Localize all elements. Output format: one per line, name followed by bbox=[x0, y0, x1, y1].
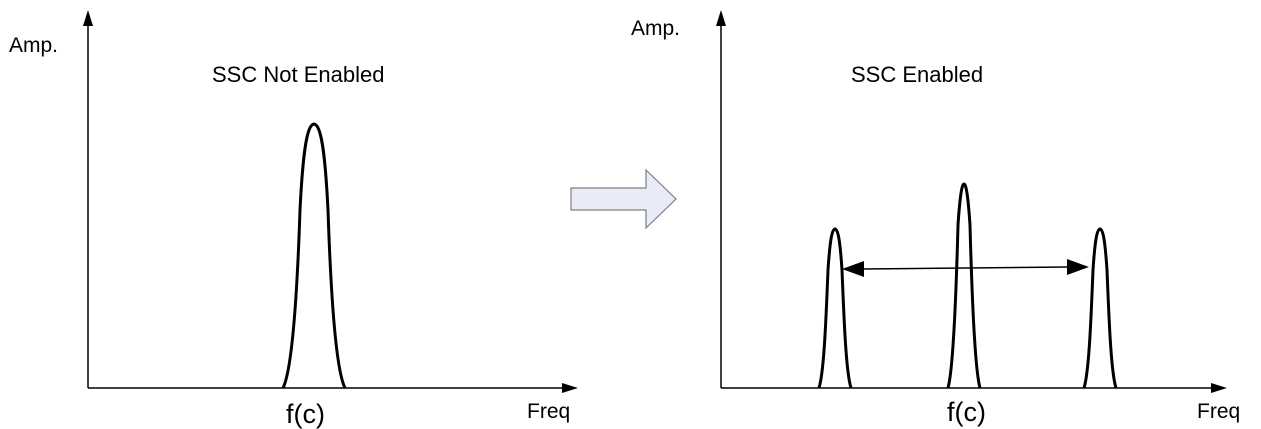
right-center-peak bbox=[946, 182, 982, 389]
spread-range-line bbox=[861, 266, 1069, 270]
right-y-axis-label: Amp. bbox=[631, 17, 681, 40]
right-panel bbox=[716, 10, 1227, 393]
right-left-peak bbox=[817, 227, 853, 389]
right-right-peak bbox=[1082, 227, 1118, 389]
right-arrow-icon bbox=[570, 168, 677, 230]
left-x-axis-label: Freq bbox=[527, 400, 571, 423]
left-panel-title: SSC Not Enabled bbox=[212, 62, 385, 87]
spread-range-left-arrowhead bbox=[842, 261, 864, 277]
right-x-axis-label: Freq bbox=[1197, 400, 1241, 423]
right-panel-title: SSC Enabled bbox=[851, 62, 984, 87]
left-y-axis-label: Amp. bbox=[9, 34, 59, 57]
left-y-axis-arrowhead bbox=[83, 10, 93, 26]
right-center-frequency-label: f(c) bbox=[947, 397, 986, 427]
left-panel bbox=[83, 10, 578, 393]
spread-range-right-arrowhead bbox=[1067, 259, 1089, 275]
left-x-axis-arrowhead bbox=[562, 383, 578, 393]
right-x-axis-arrowhead bbox=[1211, 383, 1227, 393]
left-center-frequency-label: f(c) bbox=[286, 399, 325, 429]
left-center-peak bbox=[281, 122, 347, 389]
right-y-axis-arrowhead bbox=[716, 10, 726, 26]
